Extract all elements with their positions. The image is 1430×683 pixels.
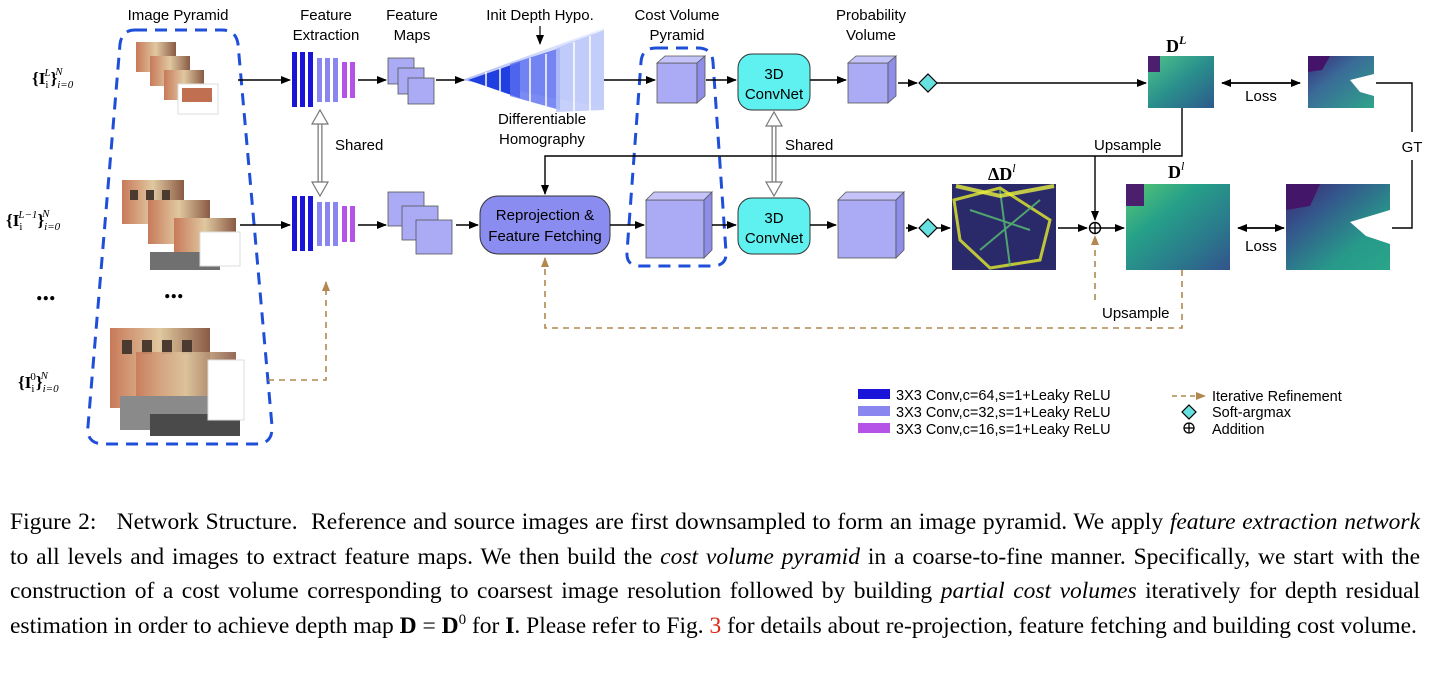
caption-text-4: iteratively for depth residual estimatio… [10, 578, 1421, 639]
label-feature-extraction-2: Extraction [293, 27, 360, 44]
caption-emphasis-partial: partial cost volumes [940, 578, 1137, 604]
cost-volume-pyramid-outline [625, 46, 728, 268]
label-probability-2: Volume [846, 27, 896, 44]
legend-diamond-icon [1181, 404, 1197, 420]
reprojection-box: Reprojection & Feature Fetching [479, 195, 611, 255]
feature-maps-top [387, 57, 435, 105]
svg-text:ConvNet: ConvNet [745, 230, 804, 247]
depth-map-DL-gt [1308, 56, 1374, 108]
label-probability-1: Probability [836, 7, 907, 24]
caption-text-6: . Please refer to Fig. [514, 612, 704, 639]
label-cost-volume-2: Pyramid [649, 27, 704, 44]
flow-arrows [238, 76, 1413, 232]
pyramid-level-0 [110, 328, 245, 436]
input-label-L-minus-1: {IiL−1}i=0N [6, 208, 61, 233]
legend: 3X3 Conv,c=64,s=1+Leaky ReLU 3X3 Conv,c=… [858, 388, 1342, 438]
legend-text-refinement: Iterative Refinement [1212, 389, 1342, 405]
addition-symbol [1088, 221, 1102, 235]
convnet-top: 3D ConvNet [737, 53, 811, 111]
caption-label: Figure 2: [10, 509, 97, 535]
legend-swatch-c16 [858, 423, 890, 433]
label-gt: GT [1402, 139, 1423, 156]
legend-text-addition: Addition [1212, 422, 1264, 438]
label-shared-feature: Shared [335, 137, 383, 154]
label-upsample-bottom: Upsample [1102, 305, 1170, 322]
label-diff-homography-1: Differentiable [498, 111, 586, 128]
ellipsis-pyramid: ... [164, 275, 184, 304]
label-feature-extraction-1: Feature [300, 7, 352, 24]
caption-figure-link[interactable]: 3 [709, 612, 722, 639]
caption-text-2: to all levels and images to extract feat… [10, 543, 653, 570]
feature-maps-bottom [387, 191, 453, 255]
input-label-L: {IiL}i=0N [32, 66, 74, 91]
legend-swatch-c64 [858, 389, 890, 399]
label-diff-homography-2: Homography [499, 131, 585, 148]
label-cost-volume-1: Cost Volume [634, 7, 719, 24]
soft-argmax-diamond-bottom [918, 218, 938, 238]
caption-emphasis-feature-extraction: feature extraction network [1169, 509, 1420, 535]
svg-text:Feature Fetching: Feature Fetching [488, 228, 601, 245]
caption-text-7: for details about re-projection, feature… [727, 612, 1417, 639]
label-feature-maps-1: Feature [386, 7, 438, 24]
depth-map-Dl: Dl [1126, 159, 1230, 270]
soft-argmax-diamond-top [918, 73, 938, 93]
iterative-refinement-arrows [268, 235, 1183, 381]
svg-text:ΔDl: ΔDl [988, 161, 1016, 184]
ellipsis-left: ... [36, 277, 56, 306]
depth-hypothesis-frustum [462, 26, 604, 112]
label-shared-convnet: Shared [785, 137, 833, 154]
label-upsample-top: Upsample [1094, 137, 1162, 154]
delta-depth-map: ΔDl [952, 161, 1056, 270]
input-label-0: {Ii0}i=0N [18, 370, 59, 395]
caption-text-1: Reference and source images are first do… [311, 509, 1164, 535]
legend-oplus-icon [1183, 422, 1195, 434]
svg-text:DL: DL [1166, 33, 1186, 56]
legend-text-c16: 3X3 Conv,c=16,s=1+Leaky ReLU [896, 422, 1111, 438]
network-structure-figure: Image Pyramid Feature Extraction Feature… [6, 7, 1423, 446]
label-image-pyramid: Image Pyramid [128, 7, 229, 24]
shared-arrow-feature [310, 108, 330, 198]
legend-swatch-c32 [858, 406, 890, 416]
depth-map-Dl-gt [1286, 184, 1390, 270]
depth-map-DL: DL [1148, 33, 1214, 108]
caption-eq-equals: = [416, 612, 442, 639]
feature-extraction-top [292, 52, 355, 107]
image-pyramid-outline [86, 28, 274, 446]
caption-text-5: for [466, 612, 506, 639]
label-loss-top: Loss [1245, 88, 1277, 105]
svg-text:3D: 3D [764, 66, 783, 83]
legend-text-c64: 3X3 Conv,c=64,s=1+Leaky ReLU [896, 388, 1111, 404]
probability-volume-bottom [837, 191, 905, 259]
feature-extraction-bottom [292, 196, 355, 251]
svg-text:Dl: Dl [1168, 159, 1185, 182]
label-loss-bottom: Loss [1245, 238, 1277, 255]
svg-text:Reprojection &: Reprojection & [496, 207, 594, 224]
caption-title: Network Structure. [116, 509, 298, 535]
convnet-bottom: 3D ConvNet [737, 197, 811, 255]
caption-eq-D0-sup: 0 [458, 611, 467, 628]
caption-eq-D0: D [441, 612, 459, 639]
svg-text:3D: 3D [764, 210, 783, 227]
shared-arrow-convnet [764, 110, 784, 198]
caption-text-3: in a coarse-to-fine manner. Specifically… [10, 543, 1421, 605]
label-init-depth: Init Depth Hypo. [486, 7, 594, 24]
pyramid-level-L-minus-1 [122, 180, 241, 270]
label-feature-maps-2: Maps [394, 27, 431, 44]
caption-eq-D: D [399, 612, 417, 639]
probability-volume-top [846, 55, 898, 104]
pyramid-level-L [136, 42, 219, 115]
cost-volume-bottom [645, 191, 713, 259]
legend-text-c32: 3X3 Conv,c=32,s=1+Leaky ReLU [896, 405, 1111, 421]
cost-volume-top [655, 55, 707, 104]
caption-emphasis-cost-volume: cost volume pyramid [660, 543, 860, 570]
svg-text:ConvNet: ConvNet [745, 86, 804, 103]
figure-caption: Figure 2: Network Structure. Reference a… [10, 505, 1420, 643]
legend-text-softargmax: Soft-argmax [1212, 405, 1292, 421]
caption-eq-I: I [505, 612, 515, 639]
